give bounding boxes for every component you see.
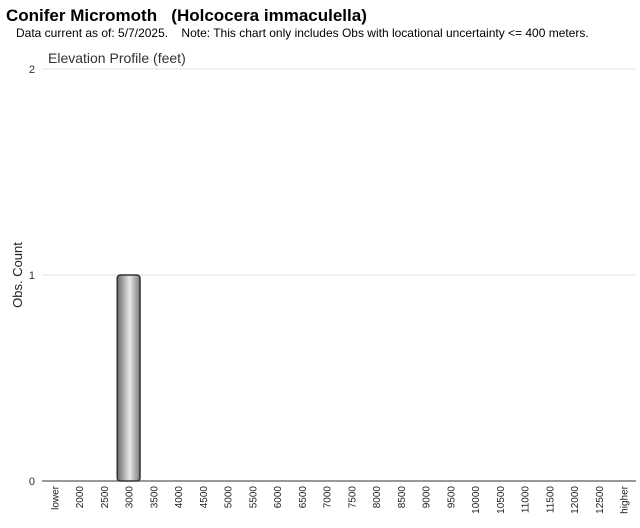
chart-subtitle: Data current as of: 5/7/2025. Note: This… bbox=[16, 26, 589, 40]
x-tick-label: 5500 bbox=[248, 486, 259, 509]
x-tick-label: 9000 bbox=[422, 486, 433, 509]
x-tick-label: 3500 bbox=[149, 486, 160, 509]
plot-title: Elevation Profile (feet) bbox=[48, 50, 186, 66]
x-tick-label: 11500 bbox=[545, 486, 556, 514]
x-tick-label: 12000 bbox=[570, 486, 581, 514]
x-tick-label: 7000 bbox=[323, 486, 334, 509]
x-tick-label: 2500 bbox=[100, 486, 111, 509]
x-tick-label: 5000 bbox=[224, 486, 235, 509]
x-tick-label: 6000 bbox=[273, 486, 284, 509]
x-tick-label: 4000 bbox=[174, 486, 185, 509]
x-tick-label: 10000 bbox=[471, 486, 482, 514]
x-tick-label: 12500 bbox=[595, 486, 606, 514]
x-tick-label: 6500 bbox=[298, 486, 309, 509]
bar bbox=[116, 274, 141, 482]
x-tick-label: lower bbox=[50, 485, 61, 510]
y-tick-label: 2 bbox=[29, 64, 35, 76]
x-tick-label: 4500 bbox=[199, 486, 210, 509]
x-tick-label: higher bbox=[620, 485, 631, 513]
x-tick-label: 2000 bbox=[75, 486, 86, 509]
y-tick-label: 1 bbox=[29, 270, 35, 282]
x-tick-label: 11000 bbox=[521, 486, 532, 514]
x-tick-label: 8000 bbox=[372, 486, 383, 509]
x-tick-label: 7500 bbox=[347, 486, 358, 509]
x-tick-label: 9500 bbox=[446, 486, 457, 509]
x-tick-label: 10500 bbox=[496, 486, 507, 514]
y-axis-label: Obs. Count bbox=[10, 242, 25, 308]
x-tick-label: 3000 bbox=[125, 486, 136, 509]
y-tick-label: 0 bbox=[29, 476, 35, 488]
chart-title: Conifer Micromoth (Holcocera immaculella… bbox=[6, 6, 367, 25]
x-tick-label: 8500 bbox=[397, 486, 408, 509]
